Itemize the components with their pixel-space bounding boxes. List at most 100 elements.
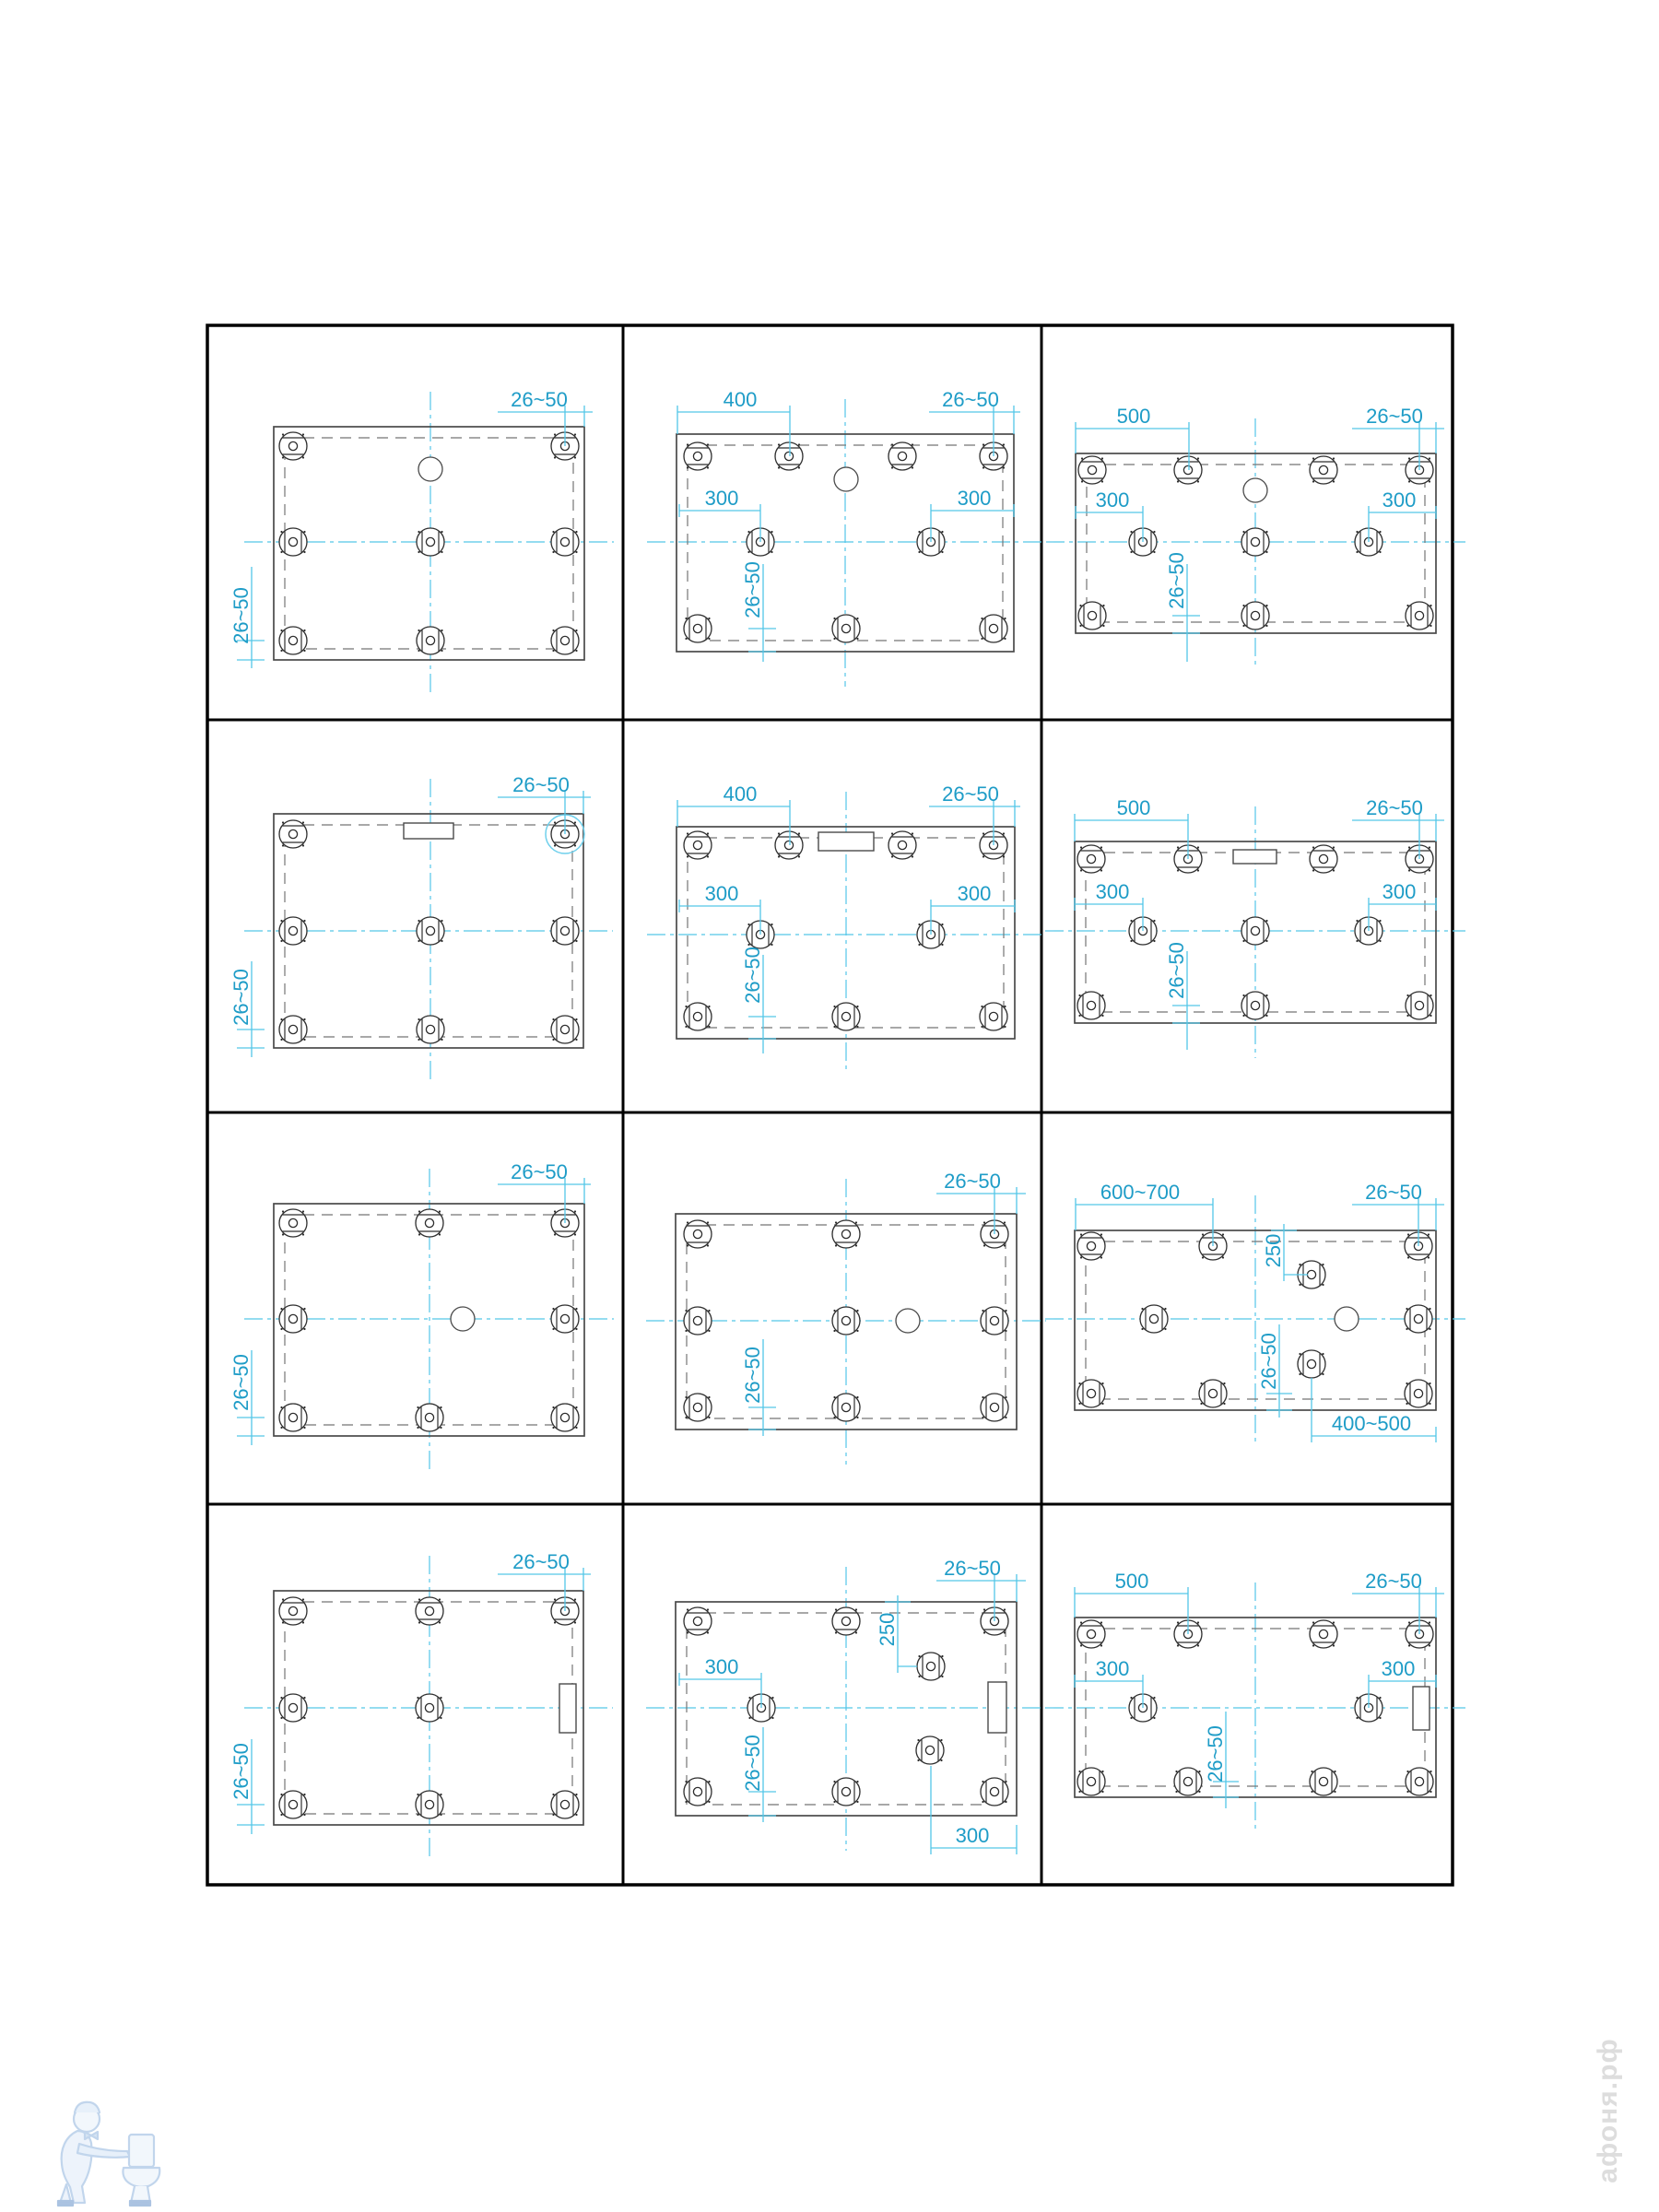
- mounting-anchor-icon: [980, 1777, 1009, 1806]
- mounting-anchor-icon: [1077, 601, 1107, 630]
- mounting-anchor-icon: [1077, 844, 1106, 874]
- dimension-label: 26~50: [229, 1354, 253, 1411]
- dimension-label: 500: [1117, 405, 1151, 428]
- mounting-anchor-icon: [683, 614, 712, 643]
- mounting-anchor-icon: [278, 626, 308, 655]
- panel-cell-r4c1: 26~50 26~50: [229, 1550, 613, 1860]
- dimension-label: 26~50: [741, 947, 764, 1004]
- dimension-label: 26~50: [741, 1735, 764, 1792]
- mounting-anchor-icon: [1405, 991, 1434, 1020]
- dimension-label: 26~50: [229, 1743, 253, 1800]
- cutout-slot: [987, 1681, 1007, 1734]
- cutout-slot: [559, 1683, 577, 1734]
- mounting-anchor-icon: [278, 1693, 308, 1723]
- panel-outline: [1074, 841, 1437, 1024]
- panel-cell-r4c2: 26~50 250 300 26~50 300: [646, 1557, 1046, 1854]
- mounting-anchor-icon: [278, 527, 308, 557]
- mounting-anchor-icon: [1077, 1619, 1106, 1649]
- panel-outline: [1074, 1230, 1437, 1411]
- dimension-label: 26~50: [741, 561, 764, 618]
- dimension-label: 300: [1096, 880, 1130, 903]
- mounting-anchor-icon: [415, 1403, 444, 1432]
- mounting-anchor-icon: [1297, 1349, 1326, 1379]
- dimension-label: 400~500: [1332, 1412, 1411, 1435]
- dimension-label: 26~50: [229, 969, 253, 1026]
- drain-hole: [450, 1306, 476, 1332]
- dimension-label: 300: [958, 487, 992, 510]
- mounting-anchor-icon: [683, 1306, 712, 1335]
- mounting-anchor-icon: [1241, 601, 1270, 630]
- mounting-anchor-icon: [683, 1606, 712, 1636]
- mounting-anchor-icon: [683, 1777, 712, 1806]
- dimension-label: 26~50: [1366, 405, 1423, 428]
- mounting-anchor-icon: [1241, 991, 1270, 1020]
- mounting-anchor-icon: [415, 1208, 444, 1238]
- dimension-label: 26~50: [511, 388, 568, 411]
- mounting-anchor-icon: [278, 819, 308, 849]
- dimension-label: 300: [958, 882, 992, 905]
- mounting-anchor-icon: [278, 1790, 308, 1819]
- dimension-label: 300: [1382, 488, 1417, 512]
- mounting-anchor-icon: [774, 441, 804, 471]
- dimension-label: 300: [1096, 1657, 1130, 1680]
- panel-outline: [675, 1213, 1018, 1430]
- mounting-anchor-icon: [416, 626, 445, 655]
- dimension-label: 26~50: [1366, 796, 1423, 819]
- mounting-anchor-icon: [550, 527, 580, 557]
- cutout-slot: [818, 831, 875, 852]
- mounting-anchor-icon: [831, 1393, 861, 1422]
- panel-outline: [273, 1203, 585, 1437]
- mounting-anchor-icon: [416, 527, 445, 557]
- dimension-label: 300: [1382, 1657, 1416, 1680]
- mounting-anchor-icon: [1241, 527, 1270, 557]
- mounting-anchor-icon: [550, 1403, 580, 1432]
- mounting-anchor-icon: [683, 1002, 712, 1031]
- panel-cell-r3c1: 26~50 26~50: [229, 1160, 614, 1471]
- mounting-anchor-icon: [550, 1304, 580, 1334]
- panel-cell-r2c2: 400 26~50 300 300 26~50: [647, 782, 1044, 1074]
- dimension-label: 26~50: [942, 388, 999, 411]
- drain-hole: [1242, 477, 1268, 503]
- dimension-label: 26~50: [1165, 552, 1188, 609]
- mounting-anchor-icon: [550, 1015, 580, 1044]
- mounting-anchor-icon: [1241, 916, 1270, 946]
- mounting-anchor-icon: [1139, 1304, 1169, 1334]
- panel-dashed-outline: [1085, 1241, 1426, 1400]
- mounting-anchor-icon: [415, 1790, 444, 1819]
- mounting-anchor-icon: [1297, 1260, 1326, 1289]
- panel-outline: [273, 1590, 584, 1826]
- mounting-anchor-icon: [278, 1304, 308, 1334]
- mounting-anchor-icon: [1309, 1619, 1338, 1649]
- mounting-anchor-icon: [1077, 455, 1107, 485]
- drain-hole: [895, 1308, 921, 1334]
- dimension-label: 300: [1382, 880, 1417, 903]
- drain-hole: [418, 456, 443, 482]
- brand-watermark-text: афоня.рф: [1593, 2038, 1623, 2183]
- dimension-label: 250: [876, 1613, 899, 1647]
- mounting-anchor-icon: [278, 1015, 308, 1044]
- dimension-label: 300: [956, 1824, 990, 1847]
- mounting-anchor-icon: [831, 614, 861, 643]
- dimension-label: 250: [1262, 1234, 1285, 1268]
- cutout-slot: [403, 822, 454, 840]
- mounting-anchor-icon: [1077, 1379, 1106, 1408]
- dimension-label: 300: [705, 487, 739, 510]
- mounting-anchor-icon: [415, 1596, 444, 1626]
- drain-hole: [833, 466, 859, 492]
- mounting-anchor-icon: [831, 1219, 861, 1249]
- dimension-label: 26~50: [944, 1557, 1001, 1580]
- mounting-anchor-icon: [1405, 1767, 1434, 1796]
- cutout-slot: [1412, 1686, 1430, 1731]
- panel-dashed-outline: [1085, 1628, 1426, 1787]
- panel-cell-r3c3: 600~700 26~50 250 26~50 400~500: [1045, 1181, 1465, 1445]
- mounting-anchor-icon: [415, 1693, 444, 1723]
- mounting-anchor-icon: [979, 1002, 1008, 1031]
- panel-cell-r1c3: 500 26~50 300 300 26~50: [1046, 405, 1465, 668]
- mounting-anchor-icon: [278, 1403, 308, 1432]
- mounting-anchor-icon: [916, 1652, 946, 1681]
- dimension-label: 26~50: [1365, 1570, 1422, 1593]
- mounting-anchor-icon: [831, 1606, 861, 1636]
- mounting-anchor-icon: [278, 1596, 308, 1626]
- panel-cell-r2c1: 26~50 26~50: [229, 773, 613, 1083]
